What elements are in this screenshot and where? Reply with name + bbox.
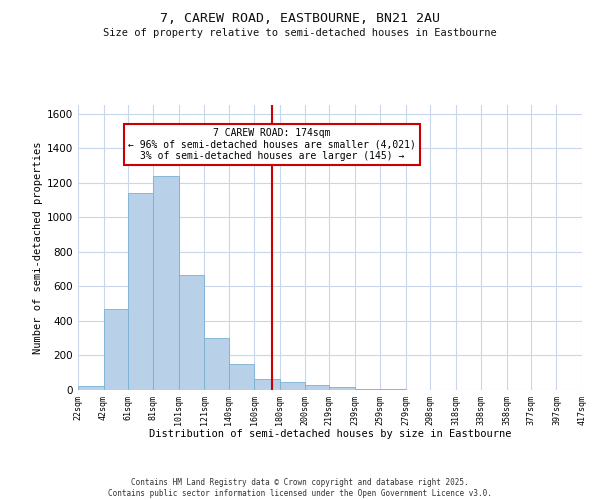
Bar — [104, 309, 128, 390]
Text: 7, CAREW ROAD, EASTBOURNE, BN21 2AU: 7, CAREW ROAD, EASTBOURNE, BN21 2AU — [160, 12, 440, 26]
X-axis label: Distribution of semi-detached houses by size in Eastbourne: Distribution of semi-detached houses by … — [149, 429, 511, 439]
Text: Size of property relative to semi-detached houses in Eastbourne: Size of property relative to semi-detach… — [103, 28, 497, 38]
Bar — [229, 364, 254, 390]
Bar — [254, 379, 280, 390]
Text: 7 CAREW ROAD: 174sqm
← 96% of semi-detached houses are smaller (4,021)
3% of sem: 7 CAREW ROAD: 174sqm ← 96% of semi-detac… — [128, 128, 416, 161]
Bar — [305, 385, 329, 390]
Bar — [355, 389, 380, 390]
Bar — [205, 338, 229, 390]
Text: Contains HM Land Registry data © Crown copyright and database right 2025.
Contai: Contains HM Land Registry data © Crown c… — [108, 478, 492, 498]
Bar — [280, 382, 305, 390]
Bar — [329, 388, 355, 390]
Bar — [78, 386, 104, 390]
Bar — [179, 275, 205, 390]
Y-axis label: Number of semi-detached properties: Number of semi-detached properties — [33, 141, 43, 354]
Bar — [153, 176, 179, 390]
Bar — [128, 193, 153, 390]
